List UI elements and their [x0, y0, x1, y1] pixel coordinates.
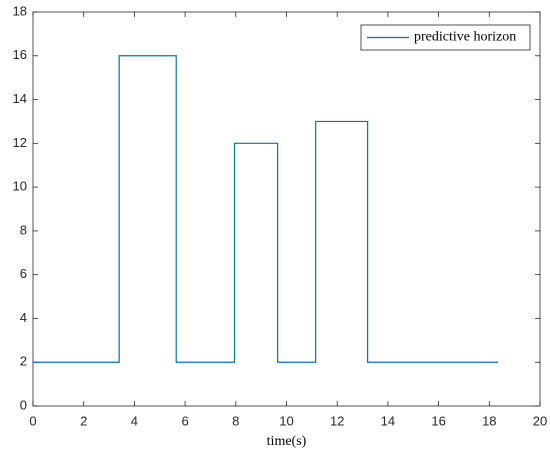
- x-tick-label: 14: [381, 413, 395, 428]
- y-tick-label: 18: [13, 3, 27, 18]
- y-tick-label: 8: [20, 222, 27, 237]
- data-line: [33, 55, 499, 363]
- y-tick-label: 14: [13, 91, 27, 106]
- y-tick-label: 2: [20, 354, 27, 369]
- x-axis-label: time(s): [267, 434, 307, 449]
- x-tick-label: 4: [131, 413, 138, 428]
- axes-box: [32, 11, 541, 407]
- y-tick-label: 0: [20, 397, 27, 412]
- x-tick-label: 12: [330, 413, 344, 428]
- legend-label: predictive horizon: [414, 30, 516, 45]
- x-tick-label: 10: [279, 413, 293, 428]
- x-tick-label: 2: [80, 413, 87, 428]
- y-tick-label: 4: [20, 310, 27, 325]
- y-tick-label: 6: [20, 266, 27, 281]
- x-tick-label: 16: [431, 413, 445, 428]
- x-tick-label: 6: [181, 413, 188, 428]
- y-tick-label: 16: [13, 47, 27, 62]
- x-tick-label: 20: [533, 413, 547, 428]
- y-tick-label: 12: [13, 135, 27, 150]
- y-tick-label: 10: [13, 179, 27, 194]
- x-tick-label: 18: [482, 413, 496, 428]
- x-tick-label: 0: [29, 413, 36, 428]
- x-tick-label: 8: [232, 413, 239, 428]
